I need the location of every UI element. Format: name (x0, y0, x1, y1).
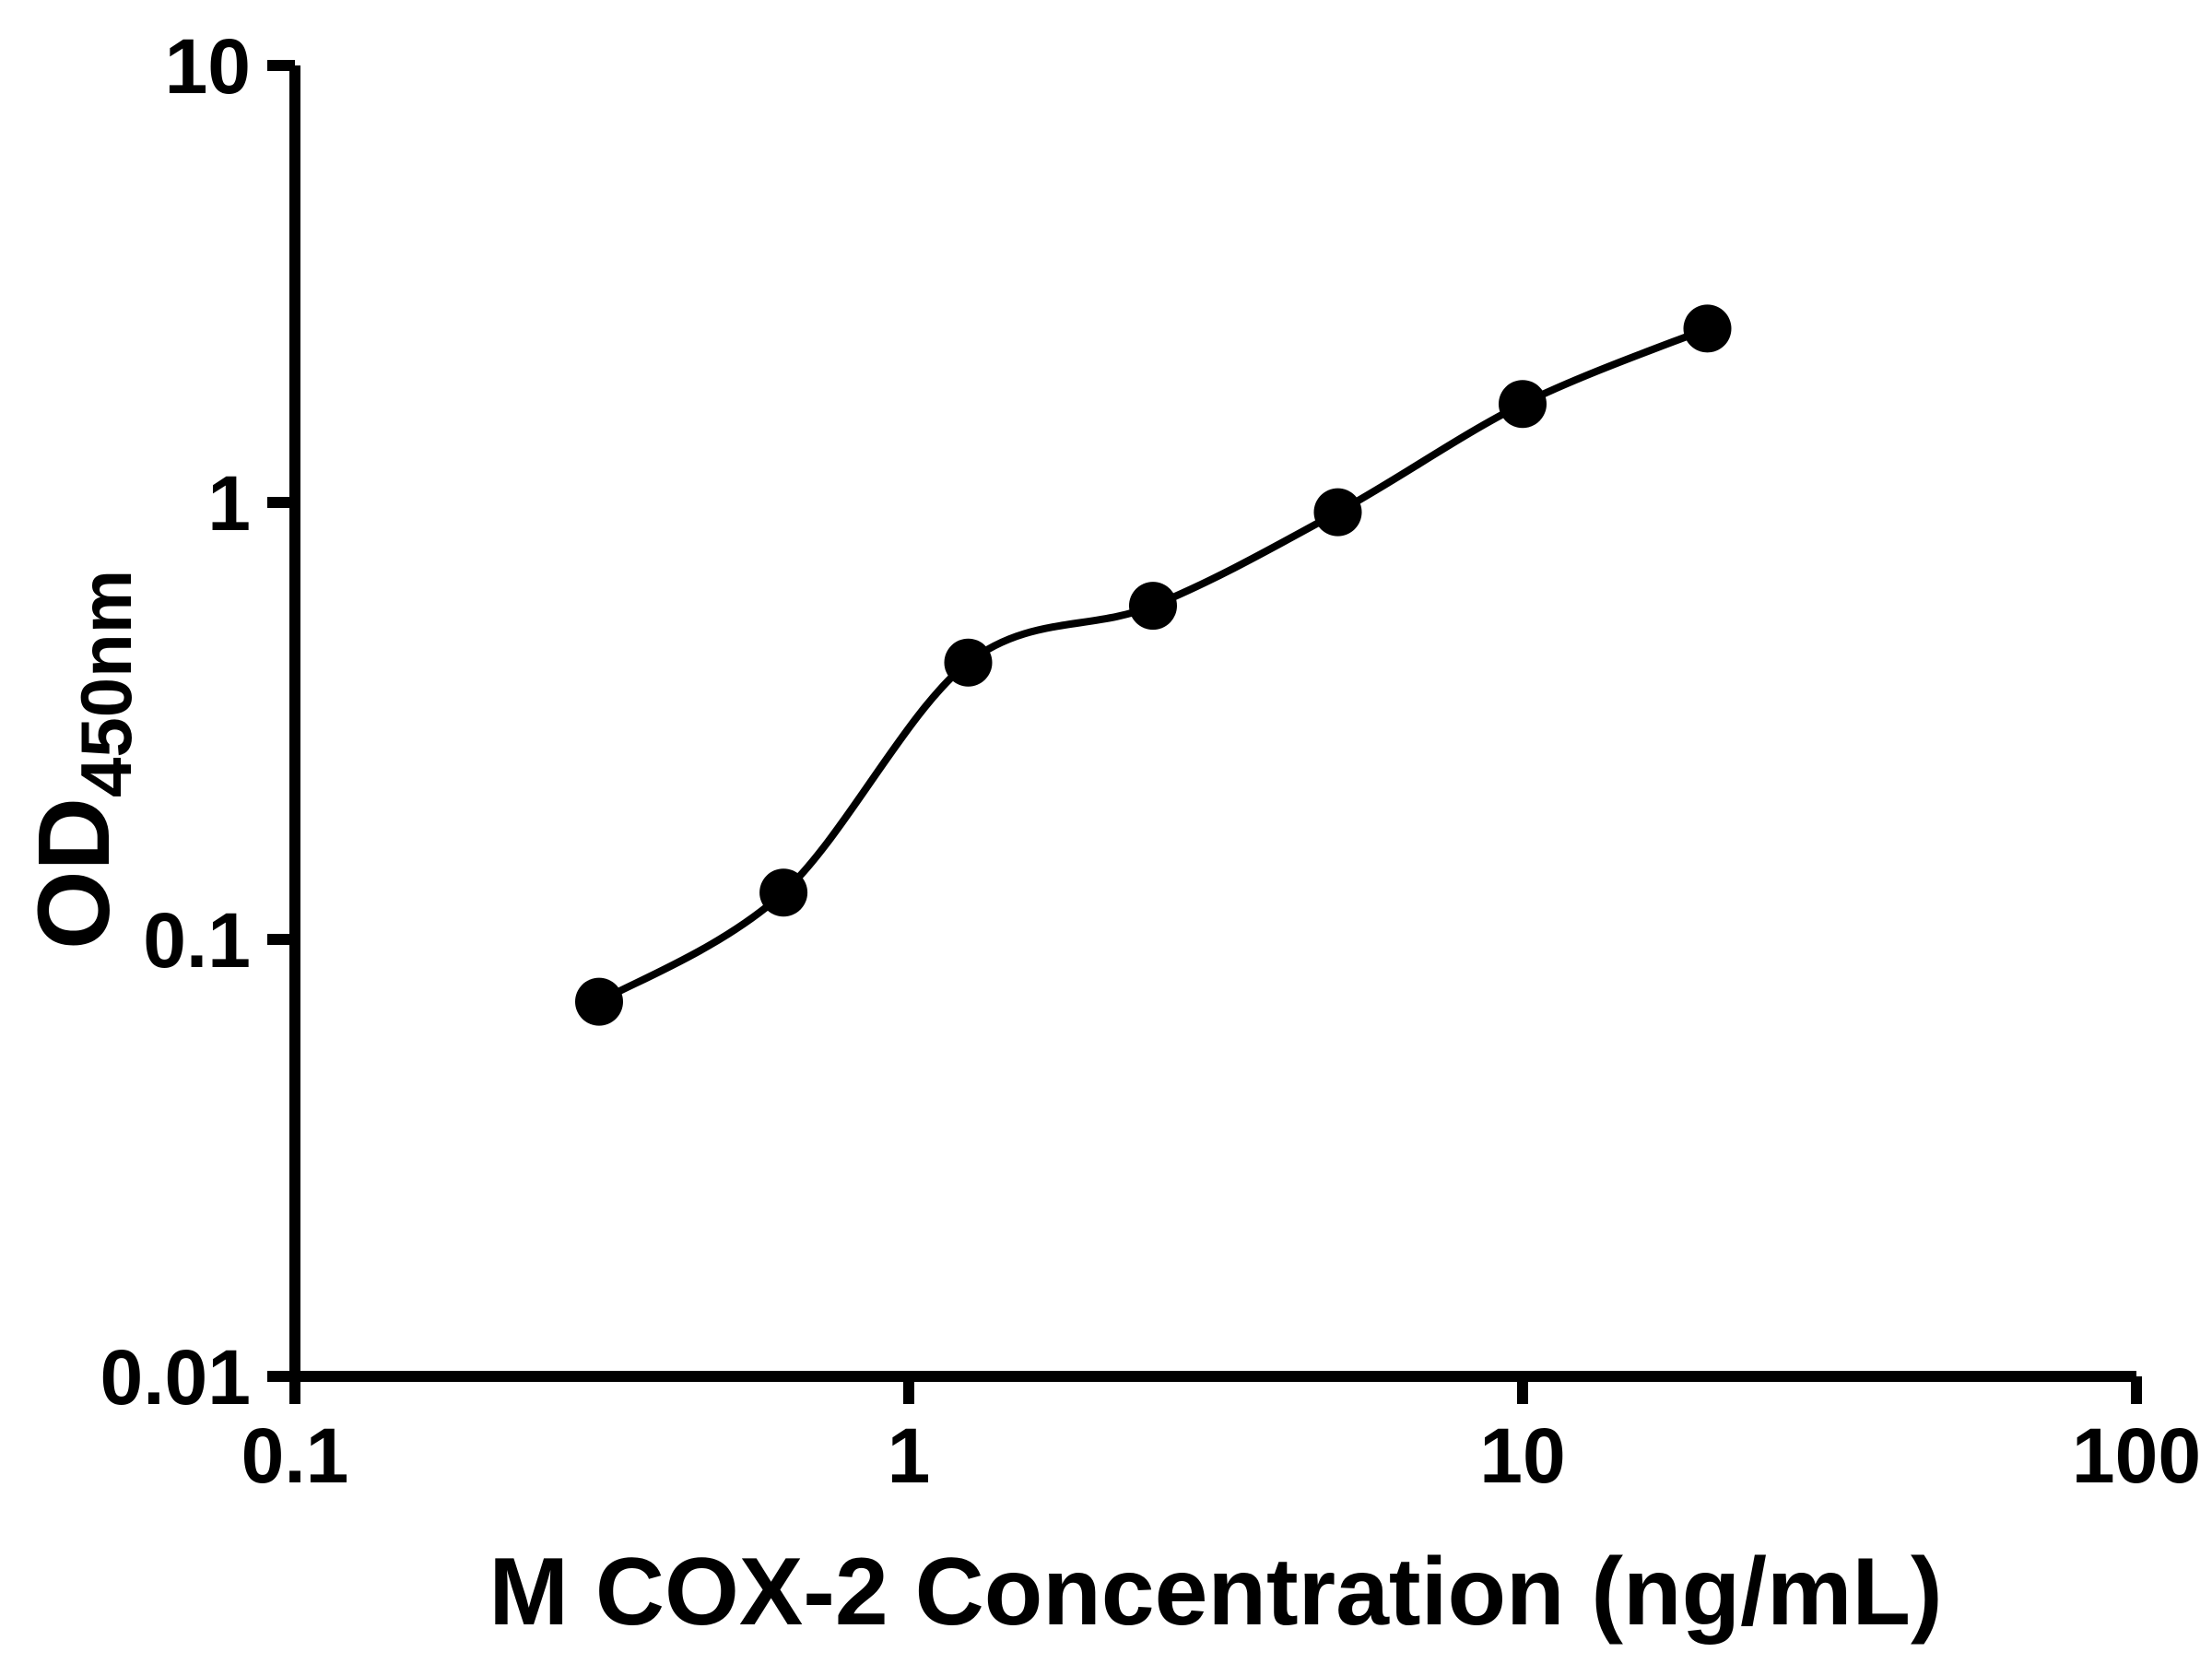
y-tick-label: 10 (165, 23, 251, 110)
y-tick-label: 0.1 (143, 897, 251, 984)
x-tick-label: 1 (888, 1412, 931, 1499)
data-point (759, 868, 808, 917)
y-axis-title-main: OD (18, 797, 131, 950)
x-tick-label: 0.1 (241, 1412, 349, 1499)
y-axis-title: OD450nm (18, 570, 147, 950)
x-tick-label: 100 (2072, 1412, 2201, 1499)
y-axis-title-subscript: 450nm (65, 570, 147, 797)
x-axis-title: M COX-2 Concentration (ng/mL) (488, 1539, 1942, 1646)
x-tick-label: 10 (1479, 1412, 1565, 1499)
data-point (1683, 304, 1732, 353)
data-point (1499, 380, 1547, 429)
data-point (944, 638, 993, 687)
data-point (575, 977, 623, 1026)
data-point (1313, 488, 1362, 537)
data-point (1129, 582, 1177, 631)
axis-lines (289, 65, 2136, 1382)
y-tick-label: 0.01 (100, 1334, 252, 1421)
y-tick-label: 1 (207, 460, 251, 547)
